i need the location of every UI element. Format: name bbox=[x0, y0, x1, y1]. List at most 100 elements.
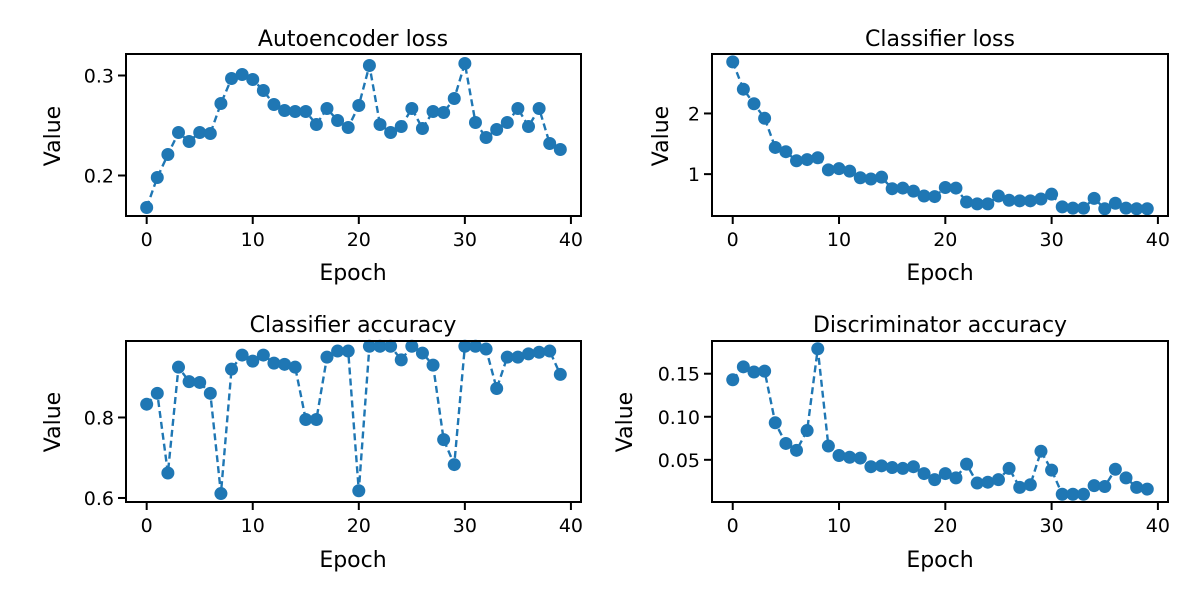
data-point bbox=[832, 162, 846, 176]
data-point bbox=[522, 120, 535, 133]
x-tick-label: 20 bbox=[347, 515, 371, 537]
data-point bbox=[1130, 480, 1144, 494]
data-point bbox=[288, 360, 302, 374]
data-point bbox=[1002, 193, 1016, 207]
x-tick-label: 0 bbox=[727, 229, 739, 251]
data-point bbox=[1108, 196, 1122, 210]
data-point bbox=[1045, 187, 1059, 201]
data-point bbox=[161, 466, 175, 480]
data-point bbox=[1034, 444, 1048, 458]
data-point bbox=[225, 72, 239, 85]
data-point bbox=[500, 350, 514, 364]
data-point bbox=[779, 436, 793, 450]
data-point bbox=[150, 386, 164, 400]
data-point bbox=[193, 375, 207, 389]
data-point bbox=[960, 457, 974, 471]
x-axis-label: Epoch bbox=[906, 548, 973, 573]
x-tick-label: 10 bbox=[827, 229, 851, 251]
y-tick-label: 0.15 bbox=[658, 364, 700, 386]
data-point bbox=[991, 189, 1005, 203]
data-point bbox=[320, 350, 334, 364]
data-point bbox=[437, 106, 451, 119]
data-point bbox=[511, 102, 525, 115]
y-tick-label: 0.6 bbox=[84, 488, 114, 510]
data-point bbox=[235, 348, 249, 362]
x-tick-label: 10 bbox=[827, 515, 851, 537]
data-point bbox=[1077, 201, 1090, 215]
data-point bbox=[790, 443, 803, 457]
data-point bbox=[235, 68, 249, 81]
data-point bbox=[394, 120, 408, 133]
data-point bbox=[511, 350, 525, 364]
subplot-autoencoder-loss: Autoencoder loss Epoch Value 0 10 20 30 40 0.… bbox=[41, 27, 583, 286]
y-tick-label: 0.3 bbox=[84, 66, 114, 88]
x-tick-label: 20 bbox=[347, 229, 371, 251]
y-axis-label: Value bbox=[649, 106, 674, 166]
data-point bbox=[960, 195, 974, 209]
data-point bbox=[832, 449, 846, 463]
x-tick-label: 0 bbox=[141, 229, 153, 251]
data-point bbox=[415, 346, 429, 360]
data-point bbox=[1045, 463, 1059, 477]
data-point bbox=[458, 57, 472, 70]
data-point bbox=[864, 172, 878, 186]
series-line bbox=[145, 63, 561, 208]
data-point bbox=[875, 170, 889, 184]
series-line bbox=[145, 344, 562, 494]
data-point bbox=[447, 458, 461, 472]
data-point bbox=[1034, 192, 1048, 206]
data-point bbox=[553, 143, 567, 156]
data-point bbox=[203, 386, 217, 400]
data-point bbox=[970, 476, 984, 490]
data-point bbox=[341, 344, 355, 358]
data-point bbox=[938, 180, 952, 194]
data-point bbox=[405, 102, 419, 115]
data-point bbox=[479, 131, 493, 144]
data-point bbox=[522, 347, 535, 361]
y-axis-label: Value bbox=[41, 106, 66, 166]
data-point bbox=[1002, 461, 1016, 475]
data-point bbox=[352, 484, 366, 498]
data-point bbox=[928, 473, 942, 487]
data-point bbox=[864, 460, 878, 474]
data-point bbox=[1023, 478, 1037, 492]
x-tick-label: 30 bbox=[453, 515, 477, 537]
x-tick-label: 30 bbox=[1040, 515, 1064, 537]
data-point bbox=[938, 467, 952, 481]
data-point bbox=[981, 197, 995, 211]
y-axis-label: Value bbox=[613, 392, 638, 452]
data-point bbox=[1108, 462, 1122, 476]
data-point bbox=[553, 367, 567, 381]
x-axis-label: Epoch bbox=[319, 548, 386, 573]
data-point bbox=[821, 163, 835, 177]
data-point bbox=[331, 114, 345, 127]
data-point bbox=[1098, 202, 1112, 216]
x-tick-label: 0 bbox=[141, 515, 153, 537]
data-point bbox=[779, 145, 793, 159]
data-point bbox=[309, 412, 323, 426]
x-axis-label: Epoch bbox=[906, 261, 973, 286]
subplot-title: Discriminator accuracy bbox=[813, 313, 1067, 338]
data-point bbox=[182, 135, 196, 148]
data-point bbox=[1087, 191, 1101, 205]
data-point bbox=[373, 339, 387, 353]
data-point bbox=[532, 345, 546, 359]
data-point bbox=[267, 356, 281, 370]
subplot-title: Classifier loss bbox=[865, 27, 1015, 52]
data-point bbox=[246, 73, 260, 86]
data-point bbox=[437, 433, 451, 447]
y-tick-label: 0.05 bbox=[658, 450, 700, 472]
data-point bbox=[1119, 471, 1133, 485]
y-axis-label: Value bbox=[41, 392, 66, 452]
data-point bbox=[800, 424, 814, 438]
data-point bbox=[214, 97, 228, 110]
data-point bbox=[843, 164, 857, 178]
data-point bbox=[384, 339, 398, 353]
data-point bbox=[458, 339, 472, 353]
data-point bbox=[394, 353, 408, 367]
data-point bbox=[362, 339, 376, 353]
data-point bbox=[736, 360, 750, 374]
data-point bbox=[246, 354, 260, 368]
